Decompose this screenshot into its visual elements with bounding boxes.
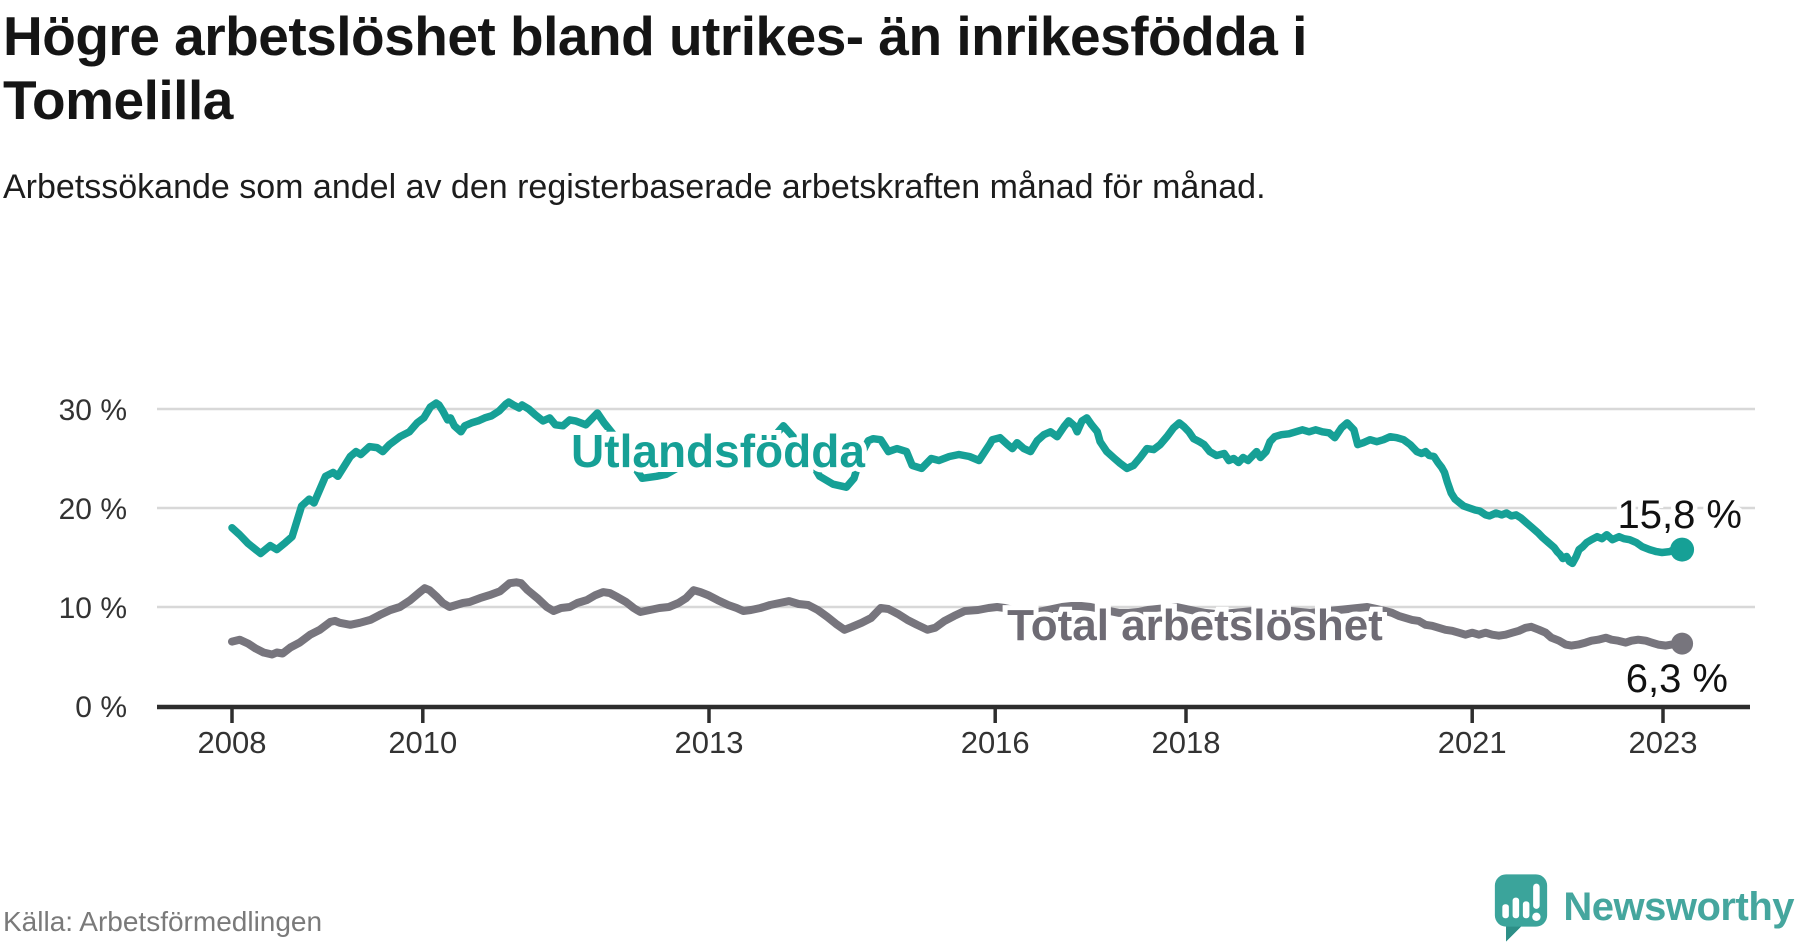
value-label-utlandsfodda: 15,8 % (1617, 493, 1742, 537)
end-dot-total (1671, 632, 1694, 655)
x-axis: 2008 2010 2013 2016 2018 2021 2023 (157, 704, 1750, 760)
series-label-utlandsfodda: Utlandsfödda (571, 425, 865, 477)
x-tick-label-2023: 2023 (1629, 725, 1698, 760)
chart-speech-bubble-icon (1495, 874, 1548, 942)
line-total (228, 578, 1687, 659)
x-tick-label-2013: 2013 (675, 725, 744, 760)
y-tick-label-20: 20 % (59, 493, 127, 526)
x-tick-label-2010: 2010 (388, 725, 457, 760)
source-note: Källa: Arbetsförmedlingen (3, 906, 323, 937)
series-lines (228, 398, 1695, 659)
page-title: Högre arbetslöshet bland utrikes- än inr… (3, 5, 1307, 132)
end-dot-utlandsfodda (1670, 537, 1695, 562)
value-label-total: 6,3 % (1626, 657, 1728, 701)
y-tick-label-30: 30 % (59, 394, 127, 427)
x-tick-label-2016: 2016 (961, 725, 1030, 760)
gridlines (157, 407, 1755, 609)
newsworthy-logo: Newsworthy (1493, 872, 1794, 942)
series-label-total: Total arbetslöshet (1007, 601, 1383, 650)
y-axis: 0 % 10 % 20 % 30 % (59, 394, 127, 724)
y-tick-label-0: 0 % (75, 691, 127, 724)
newsworthy-wordmark: Newsworthy (1563, 884, 1794, 929)
line-utlandsfodda (228, 398, 1686, 568)
x-tick-label-2018: 2018 (1152, 725, 1221, 760)
page-subtitle: Arbetssökande som andel av den registerb… (3, 168, 1266, 206)
x-tick-label-2021: 2021 (1438, 725, 1507, 760)
y-tick-label-10: 10 % (59, 592, 127, 625)
x-tick-label-2008: 2008 (198, 725, 267, 760)
series-labels: Utlandsfödda Total arbetslöshet 15,8 % 6… (566, 420, 1746, 706)
